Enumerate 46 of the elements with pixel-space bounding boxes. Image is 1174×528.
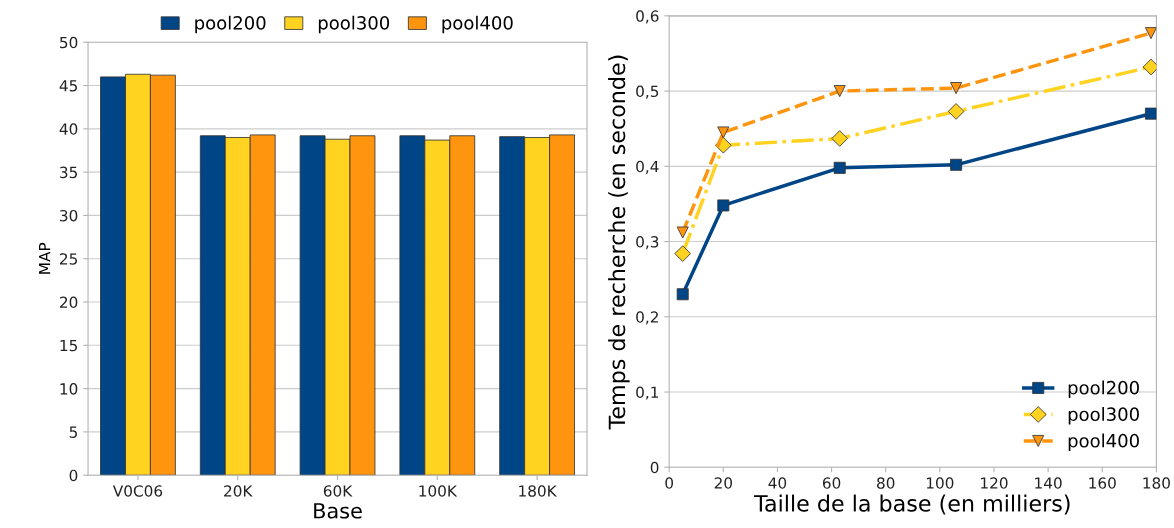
- y-tick-label: 0,1: [636, 386, 659, 400]
- y-tick-label: 15: [60, 339, 77, 352]
- x-tick-label: 60: [822, 477, 841, 489]
- y-tick-label: 10: [60, 383, 78, 395]
- x-tick-label: 60K: [323, 485, 353, 497]
- legend-label: pool200: [1068, 380, 1139, 399]
- legend-label: pool400: [1068, 433, 1139, 452]
- y-tick-label: 0,6: [636, 10, 659, 24]
- y-tick-label: 0,4: [636, 160, 659, 174]
- y-tick-label: 25: [60, 253, 77, 265]
- y-tick-label: 20: [60, 296, 78, 309]
- x-tick-label: 100: [926, 477, 954, 489]
- y-tick-label: 30: [60, 209, 78, 222]
- legend-label: pool400: [442, 15, 513, 34]
- x-tick-label: 100K: [419, 485, 458, 497]
- y-tick-label: 0,3: [636, 236, 659, 250]
- x-tick-label: 0: [665, 477, 674, 489]
- point: [947, 103, 965, 120]
- y-tick-label: 35: [60, 166, 77, 179]
- x-tick-label: V0C06: [112, 485, 163, 497]
- y-axis-title: MAP: [39, 242, 51, 274]
- x-tick-label: 80: [877, 477, 895, 489]
- legend-label: pool300: [1068, 407, 1139, 425]
- y-tick-label: 5: [69, 426, 77, 438]
- y-tick-label: 50: [60, 36, 78, 49]
- x-tick-label: 20: [714, 477, 733, 489]
- point: [1142, 58, 1157, 76]
- x-tick-label: 140: [1035, 477, 1062, 489]
- x-tick-label: 40: [768, 477, 787, 489]
- x-tick-label: 180: [1143, 477, 1170, 489]
- point: [831, 130, 848, 147]
- x-tick-label: 20K: [224, 485, 253, 497]
- y-tick-label: 40: [59, 123, 78, 135]
- x-tick-label: 160: [1089, 477, 1116, 489]
- x-tick-label: 180K: [519, 485, 558, 497]
- y-axis-title: Temps de recherche (en seconde): [608, 55, 630, 430]
- point: [1145, 107, 1157, 120]
- y-tick-label: 0,5: [636, 85, 659, 99]
- y-tick-label: 0: [650, 461, 659, 474]
- legend-label: pool300: [318, 15, 390, 34]
- y-tick-label: 45: [59, 80, 77, 92]
- legend-label: pool200: [195, 15, 266, 34]
- y-tick-label: 0,2: [636, 311, 658, 325]
- x-axis-title: Taille de la base (en milliers): [754, 494, 1070, 515]
- x-tick-label: 120: [981, 477, 1008, 489]
- x-axis-title: Base: [314, 503, 362, 519]
